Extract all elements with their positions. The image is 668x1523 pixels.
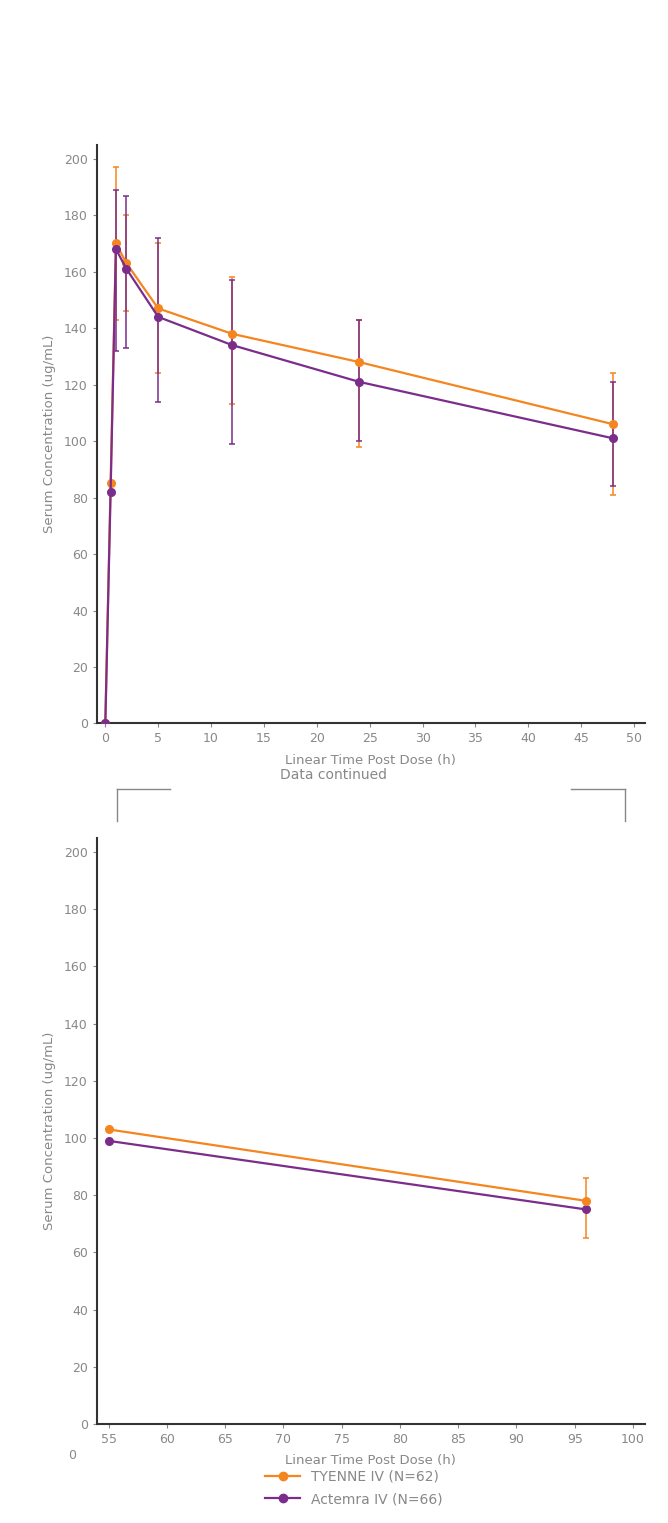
Text: 0: 0 [68, 1448, 76, 1462]
Text: Data continued: Data continued [281, 768, 387, 783]
Y-axis label: Serum Concentration (ug/mL): Serum Concentration (ug/mL) [43, 335, 55, 533]
Legend: TYENNE IV (N=62), Actemra IV (N=66): TYENNE IV (N=62), Actemra IV (N=66) [259, 1462, 450, 1512]
X-axis label: Linear Time Post Dose (h): Linear Time Post Dose (h) [285, 754, 456, 766]
X-axis label: Linear Time Post Dose (h): Linear Time Post Dose (h) [285, 1454, 456, 1467]
Y-axis label: Serum Concentration (ug/mL): Serum Concentration (ug/mL) [43, 1031, 55, 1231]
